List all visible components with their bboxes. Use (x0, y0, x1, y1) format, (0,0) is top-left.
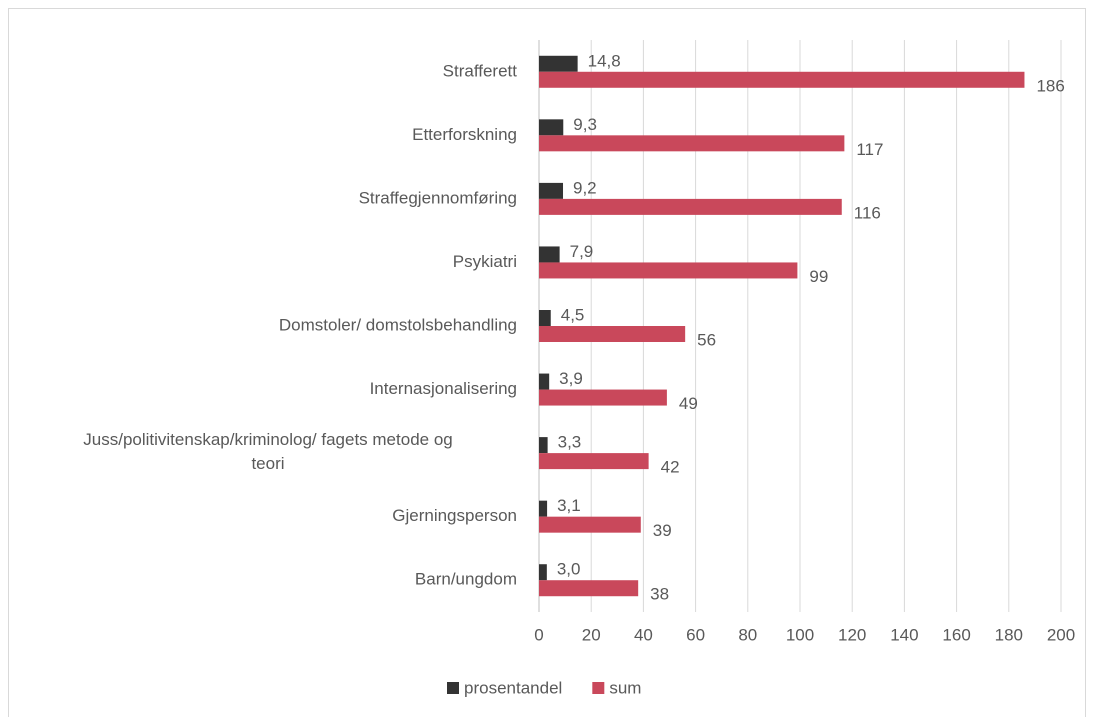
x-tick-label: 100 (786, 625, 814, 644)
y-tick-label: Etterforskning (412, 125, 517, 144)
x-tick-label: 140 (890, 625, 918, 644)
bar (539, 262, 798, 279)
data-label: 3,0 (557, 560, 581, 579)
chart-frame (8, 8, 1086, 717)
bar (539, 198, 842, 215)
y-tick-label: Domstoler/ domstolsbehandling (279, 315, 517, 334)
bar (539, 310, 551, 326)
legend-label: sum (609, 678, 641, 697)
bar (539, 373, 550, 390)
x-tick-label: 200 (1047, 625, 1075, 644)
data-label: 186 (1036, 76, 1064, 95)
data-label: 7,9 (570, 242, 594, 261)
data-label: 117 (856, 140, 883, 159)
y-tick-label: Barn/ungdom (415, 570, 517, 589)
x-tick-label: 20 (582, 625, 601, 644)
data-label: 116 (854, 203, 881, 222)
data-label: 38 (650, 585, 669, 604)
bar (539, 246, 560, 263)
bar (539, 71, 1025, 88)
data-label: 56 (697, 330, 716, 349)
data-label: 3,3 (558, 433, 582, 452)
y-tick-label: Psykiatri (453, 252, 517, 271)
x-tick-label: 160 (942, 625, 970, 644)
x-tick-label: 60 (686, 625, 705, 644)
bar (539, 580, 639, 597)
y-tick-label: Juss/politivitenskap/kriminolog/ fagets … (83, 431, 452, 474)
bar (539, 516, 641, 533)
bar (539, 564, 547, 581)
legend-label: prosentandel (464, 678, 562, 697)
y-tick-label: Straffegjennomføring (359, 188, 517, 207)
data-label: 49 (679, 394, 698, 413)
data-label: 9,2 (573, 178, 597, 197)
data-label: 3,9 (559, 369, 583, 388)
data-label: 9,3 (573, 115, 597, 134)
bar (539, 182, 564, 199)
x-tick-label: 0 (534, 625, 543, 644)
y-tick-label: Gjerningsperson (392, 506, 517, 525)
data-label: 39 (653, 521, 672, 540)
x-tick-label: 120 (838, 625, 866, 644)
data-label: 3,1 (557, 496, 581, 515)
x-tick-label: 80 (738, 625, 757, 644)
x-tick-label: 180 (995, 625, 1023, 644)
data-label: 14,8 (588, 51, 621, 70)
bar (539, 437, 548, 454)
bar (539, 135, 845, 152)
y-tick-label: Strafferett (443, 61, 518, 80)
bar (539, 389, 667, 406)
bar (539, 453, 649, 470)
bar (539, 55, 578, 72)
bar (539, 119, 564, 136)
x-tick-label: 40 (634, 625, 653, 644)
data-label: 42 (661, 458, 680, 477)
y-tick-label: Internasjonalisering (370, 379, 517, 398)
bar (539, 500, 548, 517)
legend-swatch (447, 682, 459, 694)
data-label: 99 (809, 267, 828, 286)
bar (539, 326, 686, 342)
legend-swatch (592, 682, 605, 694)
data-label: 4,5 (561, 305, 585, 324)
